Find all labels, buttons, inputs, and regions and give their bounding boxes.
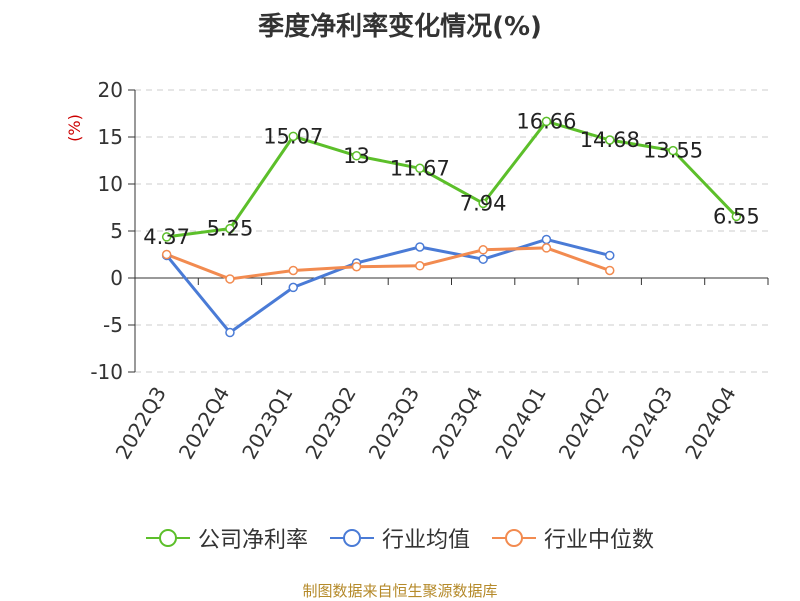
data-point-company	[668, 145, 678, 156]
y-tick-label: 5	[110, 219, 123, 243]
data-point-industry-median	[351, 261, 362, 272]
data-point-company	[415, 163, 425, 174]
legend: 公司净利率 行业均值 行业中位数	[0, 522, 800, 554]
x-tick-label: 2023Q2	[300, 383, 360, 464]
x-tick-label: 2024Q1	[490, 383, 550, 464]
data-point-company	[161, 232, 172, 242]
legend-marker-company	[145, 529, 190, 547]
source-note: 制图数据来自恒生聚源数据库	[302, 582, 498, 600]
x-tick-label: 2024Q2	[554, 383, 614, 464]
data-point-industry-median	[161, 249, 172, 260]
legend-label-industry-median: 行业中位数	[544, 528, 655, 553]
legend-label-industry-avg: 行业均值	[381, 528, 470, 553]
y-axis-label: (%)	[65, 114, 84, 142]
data-label: 5.25	[207, 217, 254, 241]
data-label: 11.67	[390, 156, 450, 180]
data-point-industry-avg	[478, 254, 488, 264]
data-point-industry-avg	[225, 327, 235, 338]
series-line-industry-avg	[165, 237, 611, 335]
data-label: 6.55	[713, 204, 760, 228]
data-label: 4.37	[143, 225, 190, 249]
data-point-industry-avg	[288, 282, 298, 293]
y-tick-label: 10	[98, 172, 123, 196]
data-point-industry-median	[478, 245, 488, 255]
data-point-industry-median	[605, 265, 615, 276]
data-label: 16.66	[516, 109, 576, 133]
data-label: 15.07	[263, 124, 323, 148]
legend-label-company: 公司净利率	[197, 528, 308, 553]
data-point-company	[541, 116, 552, 127]
data-label: 7.94	[460, 191, 507, 215]
x-tick-label: 2024Q4	[680, 383, 740, 464]
legend-marker-industry-median	[492, 529, 536, 547]
data-point-industry-median	[288, 265, 298, 276]
data-point-industry-avg	[541, 234, 552, 245]
x-tick-label: 2024Q3	[617, 383, 677, 464]
y-tick-label: -5	[103, 313, 123, 337]
x-tick-label: 2023Q1	[237, 383, 297, 464]
data-point-company	[731, 211, 742, 222]
data-point-company	[478, 198, 488, 209]
chart-title: 季度净利率变化情况(%)	[258, 12, 542, 42]
legend-marker-industry-avg	[329, 529, 374, 547]
x-tick-label: 2022Q4	[174, 383, 234, 464]
y-tick-label: 15	[98, 125, 123, 149]
data-point-industry-median	[541, 243, 552, 253]
x-tick-label: 2023Q4	[427, 383, 487, 464]
legend-item-company[interactable]: 公司净利率	[145, 522, 308, 554]
data-point-company	[351, 151, 362, 161]
data-point-industry-median	[415, 261, 425, 271]
x-tick-label: 2022Q3	[111, 383, 171, 464]
data-label: 14.68	[580, 128, 640, 152]
data-point-company	[288, 131, 298, 142]
data-point-industry-median	[225, 274, 235, 284]
y-tick-label: 20	[98, 78, 123, 102]
x-tick-label: 2023Q3	[364, 383, 424, 464]
y-tick-label: -10	[90, 360, 123, 384]
data-point-company	[225, 223, 235, 234]
data-point-company	[605, 135, 615, 145]
data-point-industry-avg	[605, 250, 615, 261]
data-label: 13.55	[643, 139, 703, 163]
legend-item-industry-median[interactable]: 行业中位数	[492, 522, 654, 554]
line-chart: -10 -5 0 5 10 15 20 (%) 2022Q3 2022Q4 2023Q1 2023Q2…	[65, 78, 769, 464]
data-label: 13	[343, 144, 370, 168]
series-line-company	[166, 119, 738, 239]
legend-item-industry-avg[interactable]: 行业均值	[329, 522, 470, 554]
y-tick-label: 0	[110, 266, 123, 290]
data-point-industry-avg	[415, 242, 425, 252]
series-line-industry-median	[166, 246, 611, 281]
